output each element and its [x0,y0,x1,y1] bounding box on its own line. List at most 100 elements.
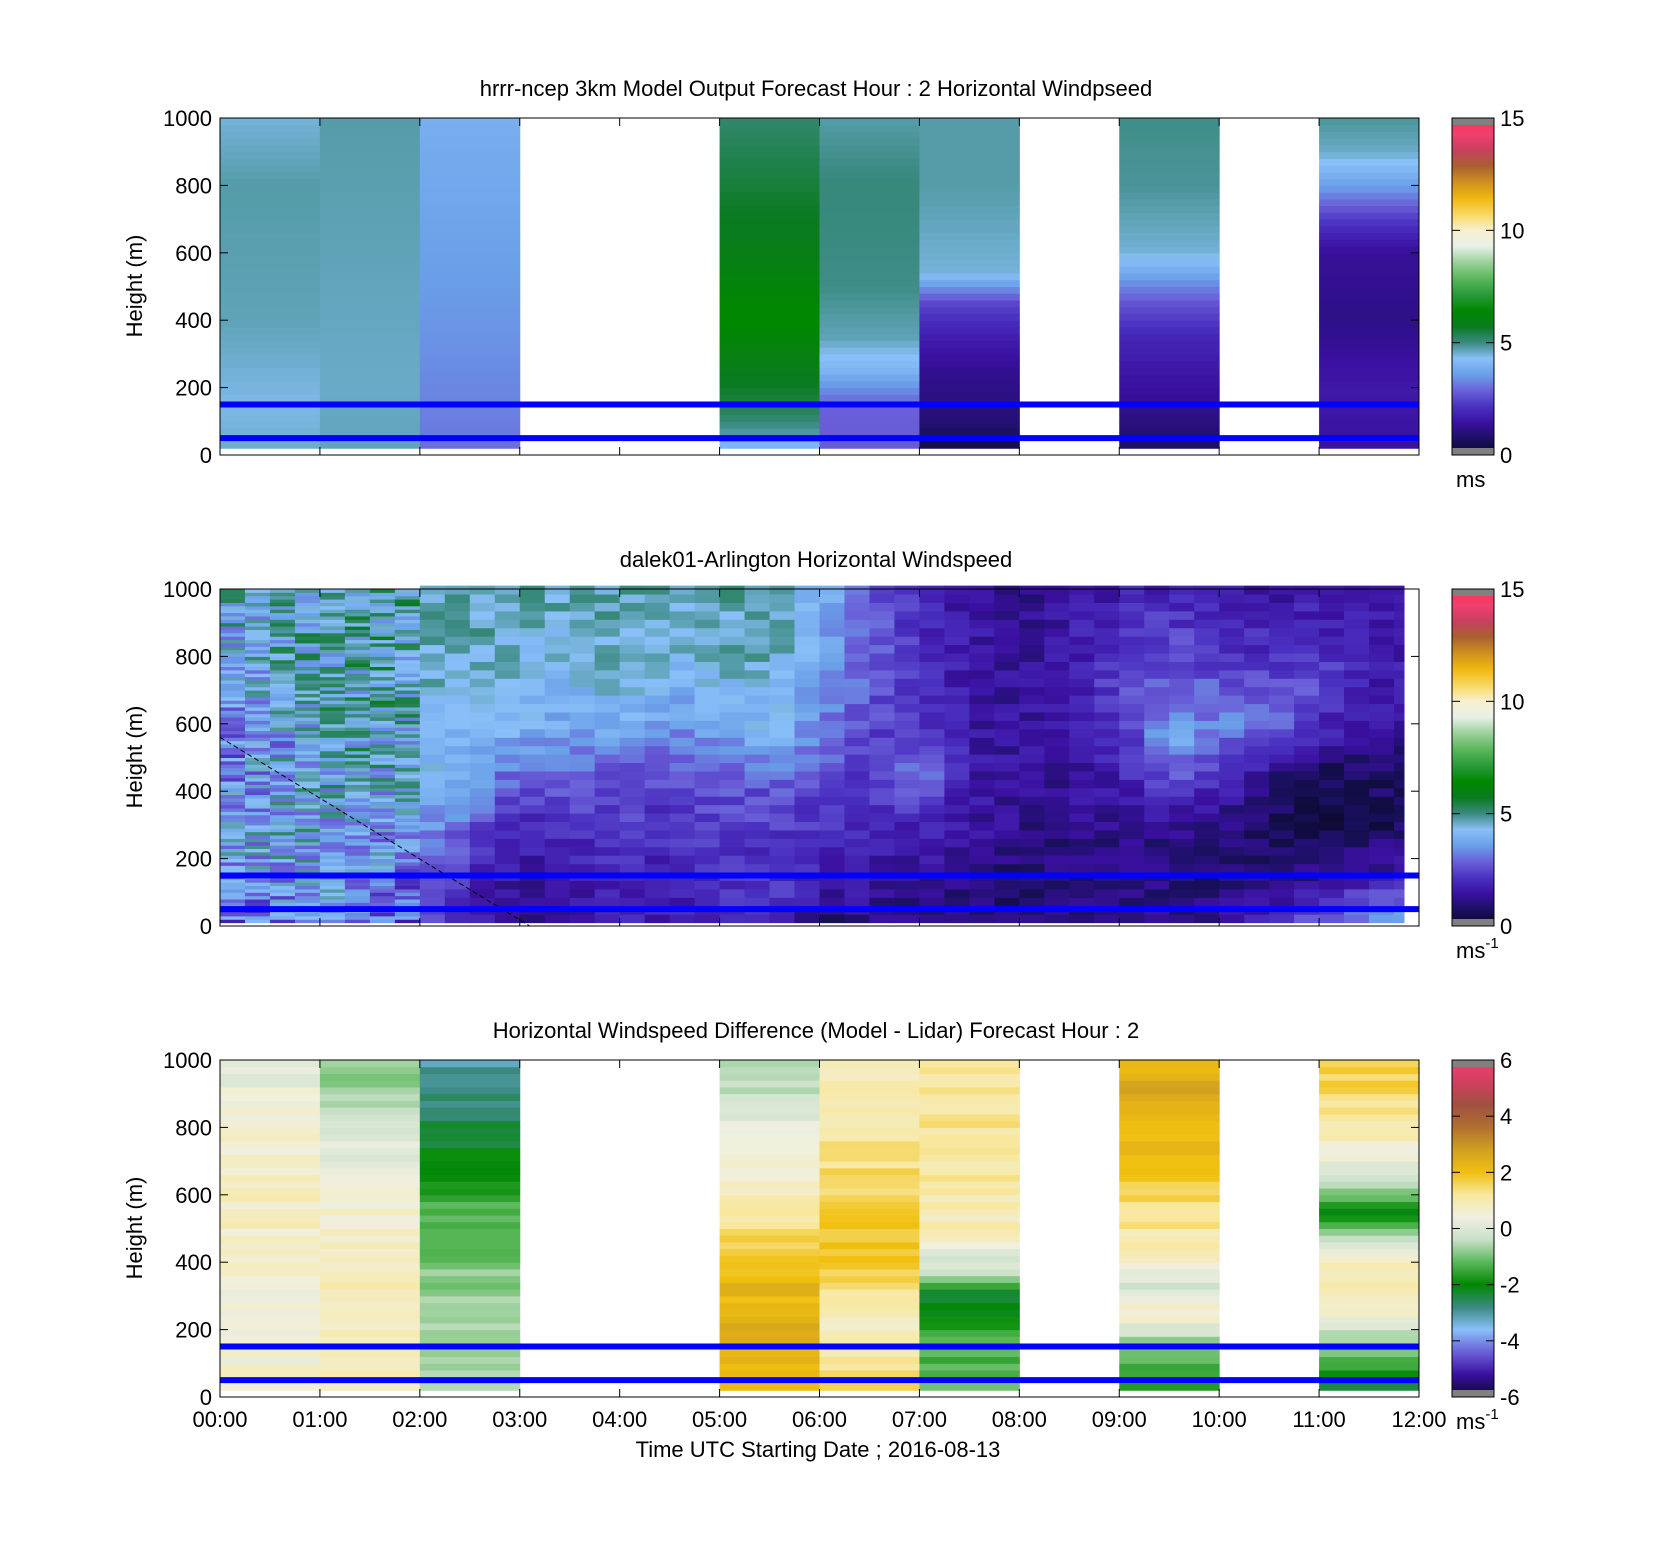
heatmap-cell [344,774,371,779]
heatmap-cell [344,642,371,647]
heatmap-cell [669,762,696,772]
heatmap-cell [220,320,321,328]
heatmap-cell [319,595,346,600]
heatmap-cell [1319,1181,1420,1189]
heatmap-cell [1244,585,1270,595]
heatmap-cell [419,158,521,166]
heatmap-cell [344,791,371,796]
heatmap-cell [444,636,471,646]
heatmap-cell [1394,762,1405,772]
heatmap-cell [419,1066,521,1074]
heatmap-cell [494,863,521,873]
heatmap-cell [1394,712,1405,721]
heatmap-cell [369,855,396,860]
heatmap-cell [419,138,521,146]
heatmap-column [220,118,321,449]
heatmap-cell [819,594,845,603]
heatmap-cell [919,712,945,721]
heatmap-cell [1219,762,1245,772]
heatmap-cell [1294,888,1320,898]
heatmap-cell [1344,610,1370,620]
heatmap-cell [919,745,945,755]
heatmap-cell [319,747,346,752]
heatmap-cell [444,695,471,705]
heatmap-cell [819,636,845,646]
heatmap-cell [220,1086,321,1095]
heatmap-cell [220,589,246,593]
heatmap-cell [1319,360,1420,368]
heatmap-cell [794,712,820,721]
heatmap-cell [1094,627,1120,637]
heatmap-cell [594,846,621,856]
heatmap-cell [1119,1309,1220,1317]
heatmap-cell [1119,414,1220,422]
heatmap-cell [1094,914,1120,924]
heatmap-cell [344,838,371,843]
heatmap-cell [619,779,646,789]
heatmap-cell [894,686,920,696]
heatmap-cell [969,787,995,797]
heatmap-cell [1119,880,1145,890]
heatmap-cell [319,1356,421,1364]
heatmap-cell [419,678,446,688]
heatmap-cell [319,841,346,846]
heatmap-cell [1319,333,1420,341]
heatmap-cell [519,796,546,806]
heatmap-cell [619,653,646,662]
heatmap-cell [220,919,246,924]
heatmap-cell [1194,703,1220,713]
heatmap-cell [469,703,496,713]
heatmap-cell [644,712,671,721]
heatmap-cell [469,863,496,873]
heatmap-cell [394,835,421,839]
heatmap-cell [319,158,421,166]
heatmap-cell [1119,1100,1220,1108]
heatmap-cell [569,745,596,755]
heatmap-cell [569,813,596,823]
heatmap-cell [419,1174,521,1182]
heatmap-cell [1244,880,1270,890]
heatmap-cell [220,845,246,849]
heatmap-cell [919,266,1020,274]
heatmap-cell [469,636,496,646]
heatmap-cell [1069,678,1095,688]
heatmap-cell [969,627,995,637]
heatmap-cell [1194,914,1220,924]
heatmap-cell [694,703,721,713]
heatmap-cell [1119,1208,1220,1216]
heatmap-cell [819,779,845,789]
heatmap-cell [220,615,246,620]
heatmap-cell [269,851,296,856]
heatmap-cell [419,1356,521,1364]
heatmap-cell [319,1322,421,1331]
heatmap-cell [244,868,271,873]
heatmap-cell [744,669,771,679]
heatmap-cell [394,781,421,785]
heatmap-cell [220,787,246,792]
heatmap-cell [1119,313,1220,321]
heatmap-cell [319,1383,421,1391]
heatmap-cell [269,626,296,630]
heatmap-cell [1169,770,1195,780]
heatmap-cell [919,286,1020,294]
heatmap-cell [1119,1161,1220,1169]
heatmap-cell [419,394,521,402]
heatmap-cell [319,703,346,708]
heatmap-column [1119,1060,1220,1391]
heatmap-cell [669,619,696,629]
heatmap-cell [894,829,920,839]
heatmap-cell [419,1289,521,1297]
heatmap-cell [294,912,321,917]
heatmap-column [220,589,246,924]
heatmap-cell [594,712,621,721]
heatmap-cell [819,1215,920,1223]
heatmap-cell [344,639,371,644]
heatmap-cell [419,407,521,416]
heatmap-cell [1044,855,1070,865]
heatmap-cell [594,770,621,780]
heatmap-cell [1019,897,1045,907]
heatmap-cell [1069,712,1095,721]
heatmap-cell [244,622,271,627]
heatmap-cell [894,695,920,705]
heatmap-cell [494,779,521,789]
